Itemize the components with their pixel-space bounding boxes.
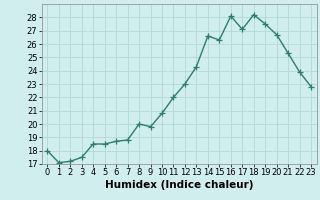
X-axis label: Humidex (Indice chaleur): Humidex (Indice chaleur): [105, 180, 253, 190]
